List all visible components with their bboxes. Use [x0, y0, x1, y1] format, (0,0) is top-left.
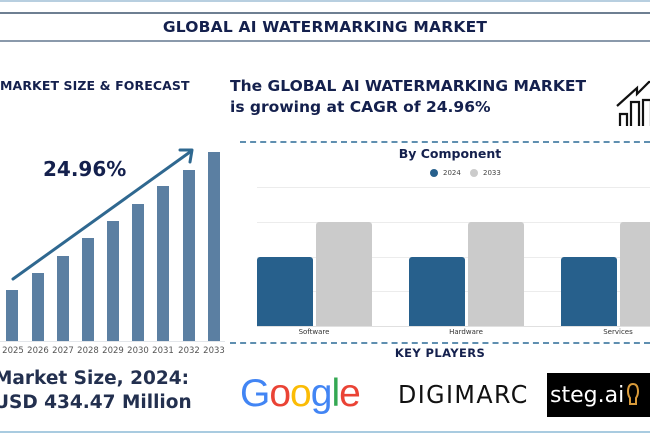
year-label: 2026 [27, 346, 49, 356]
bar-2028 [82, 238, 94, 341]
bottom-border [0, 431, 650, 433]
bar-hardware-2033 [468, 222, 524, 326]
bar-2026 [32, 273, 44, 341]
bar-2029 [107, 221, 119, 341]
bar-hardware-2024 [409, 257, 465, 326]
key-players-heading: KEY PLAYERS [394, 346, 486, 360]
market-size-text: Market Size, 2024: USD 434.47 Million [0, 367, 192, 415]
bar-2030 [132, 204, 144, 341]
year-label: 2027 [52, 346, 74, 356]
market-size-line2: USD 434.47 Million [0, 392, 192, 413]
growth-line1: The GLOBAL AI WATERMARKING MARKET [230, 77, 587, 95]
year-label: 2032 [178, 346, 200, 356]
growth-line2: is growing at CAGR of 24.96% [230, 98, 491, 116]
legend-2033: 2033 [470, 169, 501, 177]
x-axis-line [257, 326, 650, 327]
gridline [257, 187, 650, 188]
growth-statement: The GLOBAL AI WATERMARKING MARKET is gro… [230, 76, 586, 118]
year-label: 2031 [152, 346, 174, 356]
legend-label-2033: 2033 [483, 169, 501, 177]
legend-2024: 2024 [430, 169, 461, 177]
category-label-hardware: Hardware [449, 328, 483, 336]
market-size-heading: MARKET SIZE & FORECAST [0, 78, 190, 93]
legend-dot-2033 [470, 169, 478, 177]
year-label: 2025 [2, 346, 24, 356]
category-label-services: Services [603, 328, 633, 336]
forecast-bar-chart: 2025 2026 2027 2028 2029 2030 2031 2032 … [0, 0, 230, 360]
steg-ai-logo: steg.ai [547, 373, 650, 417]
digimarc-logo: DIGIMARC [398, 380, 529, 409]
cagr-value: 24.96% [43, 157, 127, 181]
page-title: GLOBAL AI WATERMARKING MARKET [162, 18, 488, 36]
house-growth-chart-icon [616, 80, 650, 126]
bar-services-2024 [561, 257, 617, 326]
component-bar-chart: Software Hardware Services [257, 187, 650, 336]
steg-ai-wordmark: steg.ai [550, 382, 625, 408]
gridline [257, 222, 650, 223]
legend-label-2024: 2024 [443, 169, 461, 177]
bar-2031 [157, 186, 169, 341]
bar-2032 [183, 170, 195, 341]
top-border [0, 0, 650, 2]
bar-services-2033 [620, 222, 650, 326]
year-label: 2033 [203, 346, 225, 356]
bar-2025 [6, 290, 18, 341]
year-label: 2030 [127, 346, 149, 356]
year-label: 2029 [102, 346, 124, 356]
category-label-software: Software [298, 328, 330, 336]
divider-dashed-top [240, 141, 650, 143]
market-size-line1: Market Size, 2024: [0, 368, 189, 389]
x-axis-line [0, 341, 225, 342]
lightbulb-icon [627, 382, 640, 405]
year-label: 2028 [77, 346, 99, 356]
title-band: GLOBAL AI WATERMARKING MARKET [0, 12, 650, 42]
legend-dot-2024 [430, 169, 438, 177]
bar-software-2033 [316, 222, 372, 326]
google-logo: Google [240, 372, 361, 415]
divider-dashed-bottom [230, 342, 650, 344]
bar-2033 [208, 152, 220, 341]
growth-arrow-icon [11, 148, 194, 281]
bar-software-2024 [257, 257, 313, 326]
component-chart-title: By Component [398, 146, 502, 161]
bar-2027 [57, 256, 69, 341]
